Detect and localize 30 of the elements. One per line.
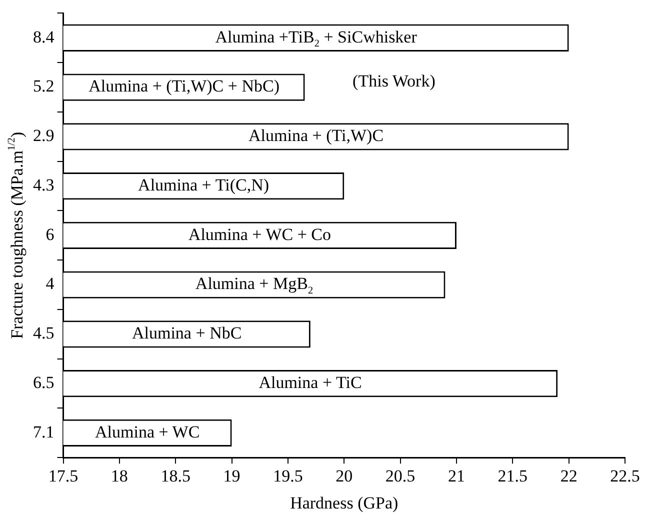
- annotation: Alumina + NbC: [132, 324, 242, 343]
- x-tick-label: 21: [448, 466, 465, 486]
- x-tick-label: 22.5: [610, 466, 640, 486]
- x-tick-label: 20: [336, 466, 353, 486]
- x-axis-title: Hardness (GPa): [290, 493, 398, 512]
- y-tick-label: 4.5: [33, 324, 54, 343]
- y-tick-label: 2.9: [33, 126, 54, 146]
- x-tick-label: 19.5: [273, 466, 303, 486]
- y-tick-label: 8.4: [33, 27, 55, 46]
- y-tick-label: 6.5: [33, 373, 54, 392]
- annotation: Alumina + (Ti,W)C: [248, 126, 384, 146]
- y-tick-label: 6: [46, 224, 54, 244]
- x-tick-label: 18: [110, 466, 128, 486]
- y-axis-title: Fracture toughness (MPa.m1/2): [6, 132, 26, 339]
- x-tick-label: 19: [223, 466, 240, 486]
- y-tick-label: 4.3: [33, 175, 54, 194]
- x-tick-label: 20.5: [385, 466, 416, 486]
- y-tick-label: 4: [46, 274, 55, 294]
- annotation: Alumina + (Ti,W)C + NbC): [88, 76, 280, 96]
- annotation: Alumina + WC + Co: [188, 224, 332, 244]
- x-tick-label: 17.5: [48, 466, 78, 486]
- annotation: (This Work): [352, 72, 436, 91]
- annotation: Alumina + TiC: [258, 373, 362, 392]
- x-tick-label: 21.5: [498, 466, 528, 486]
- y-tick-label: 7.1: [33, 422, 54, 442]
- x-tick-label: 22: [560, 466, 578, 486]
- annotation: Alumina + WC: [95, 422, 200, 442]
- x-tick-label: 18.5: [160, 466, 190, 486]
- y-tick-label: 5.2: [33, 76, 54, 96]
- annotation: Alumina + Ti(C,N): [138, 175, 270, 194]
